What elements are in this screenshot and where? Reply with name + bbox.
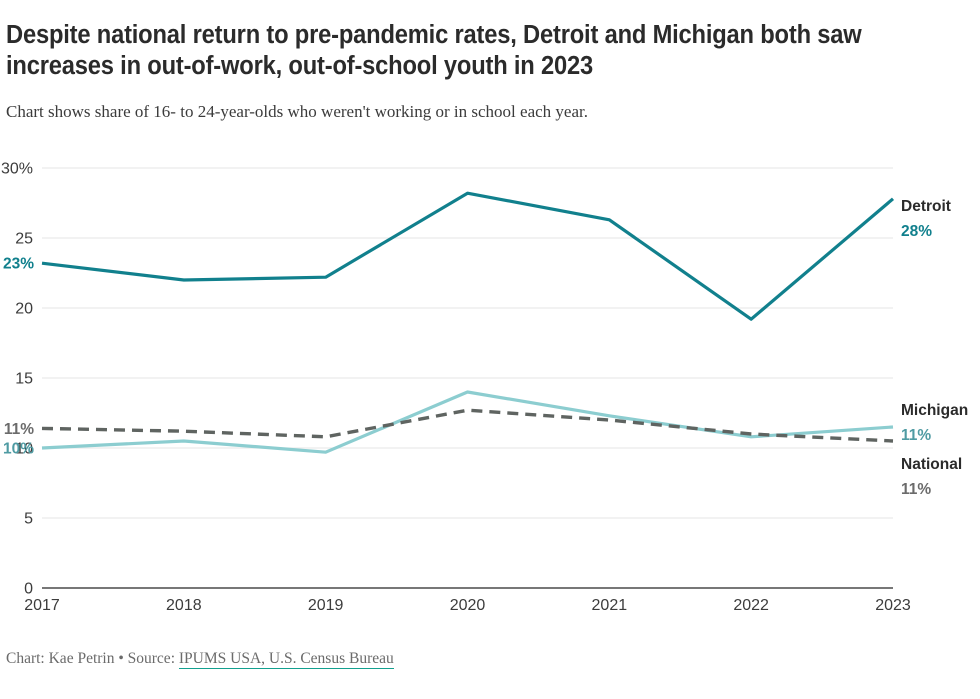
series-end-value-national: 11% bbox=[901, 481, 931, 498]
chart-subtitle: Chart shows share of 16- to 24-year-olds… bbox=[6, 102, 588, 121]
x-axis-tick-label: 2019 bbox=[308, 597, 344, 614]
y-axis-tick-label: 0 bbox=[24, 581, 33, 598]
chart-header: Despite national return to pre-pandemic … bbox=[6, 20, 956, 123]
chart-credit: Chart: Kae Petrin • Source: bbox=[6, 650, 179, 667]
y-axis-tick-label: 5 bbox=[24, 511, 33, 528]
series-start-label-michigan: 10% bbox=[3, 441, 34, 458]
page-title: Despite national return to pre-pandemic … bbox=[6, 21, 862, 80]
x-axis-tick-label: 2017 bbox=[24, 597, 60, 614]
x-axis-tick-label: 2018 bbox=[166, 597, 202, 614]
series-line-michigan bbox=[41, 390, 894, 454]
series-end-label-michigan: Michigan bbox=[901, 402, 968, 419]
y-axis-tick-label: 15 bbox=[15, 371, 33, 388]
x-axis-tick-label: 2021 bbox=[592, 597, 628, 614]
y-axis-tick-label: 25 bbox=[15, 231, 33, 248]
series-end-value-michigan: 11% bbox=[901, 427, 931, 444]
source-link[interactable]: IPUMS USA, U.S. Census Bureau bbox=[178, 650, 394, 669]
series-line-national bbox=[41, 408, 894, 443]
y-axis-tick-label: 30% bbox=[1, 161, 33, 178]
x-axis-tick-label: 2022 bbox=[733, 597, 769, 614]
x-axis-tick-label: 2020 bbox=[450, 597, 486, 614]
y-axis-tick-label: 20 bbox=[15, 301, 33, 318]
series-end-value-detroit: 28% bbox=[901, 223, 932, 240]
chart-footer: Chart: Kae Petrin • Source: IPUMS USA, U… bbox=[6, 650, 394, 669]
series-start-label-detroit: 23% bbox=[3, 256, 34, 273]
series-start-label-national: 11% bbox=[4, 421, 34, 438]
series-end-label-detroit: Detroit bbox=[901, 198, 951, 215]
series-end-label-national: National bbox=[901, 456, 962, 473]
x-axis-tick-label: 2023 bbox=[875, 597, 911, 614]
y-axis-tick-label: 10 bbox=[15, 441, 33, 458]
series-line-detroit bbox=[41, 191, 895, 321]
